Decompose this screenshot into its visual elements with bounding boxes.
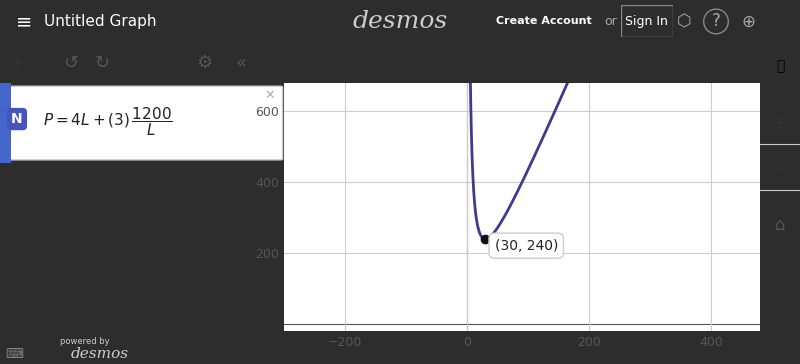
Bar <box>0 83 11 163</box>
Text: Create Account: Create Account <box>496 16 592 27</box>
Text: ✕: ✕ <box>265 88 275 102</box>
FancyBboxPatch shape <box>0 86 282 160</box>
Text: desmos: desmos <box>352 10 448 33</box>
Text: Sign In: Sign In <box>626 15 668 28</box>
Text: +: + <box>772 114 788 133</box>
Text: $P = 4L + (3)\,\dfrac{1200}{L}$: $P = 4L + (3)\,\dfrac{1200}{L}$ <box>42 105 172 138</box>
Text: N: N <box>11 112 23 126</box>
Text: Untitled Graph: Untitled Graph <box>44 14 157 29</box>
Text: ≡: ≡ <box>16 12 32 31</box>
Text: +: + <box>8 53 26 73</box>
Text: powered by: powered by <box>60 337 110 345</box>
Text: ↺: ↺ <box>63 54 78 72</box>
Text: ⌨: ⌨ <box>6 348 23 361</box>
Text: 🔧: 🔧 <box>776 59 784 73</box>
Text: «: « <box>236 54 247 72</box>
Text: or: or <box>604 15 617 28</box>
Text: ⌂: ⌂ <box>774 215 786 234</box>
Text: desmos: desmos <box>70 347 129 361</box>
Text: ↻: ↻ <box>94 54 110 72</box>
Text: (30, 240): (30, 240) <box>494 239 558 253</box>
Text: ⚙: ⚙ <box>197 54 213 72</box>
Text: ⊕: ⊕ <box>741 12 755 31</box>
Text: ⬡: ⬡ <box>677 12 691 31</box>
Text: −: − <box>772 160 788 179</box>
Text: ?: ? <box>711 12 721 31</box>
